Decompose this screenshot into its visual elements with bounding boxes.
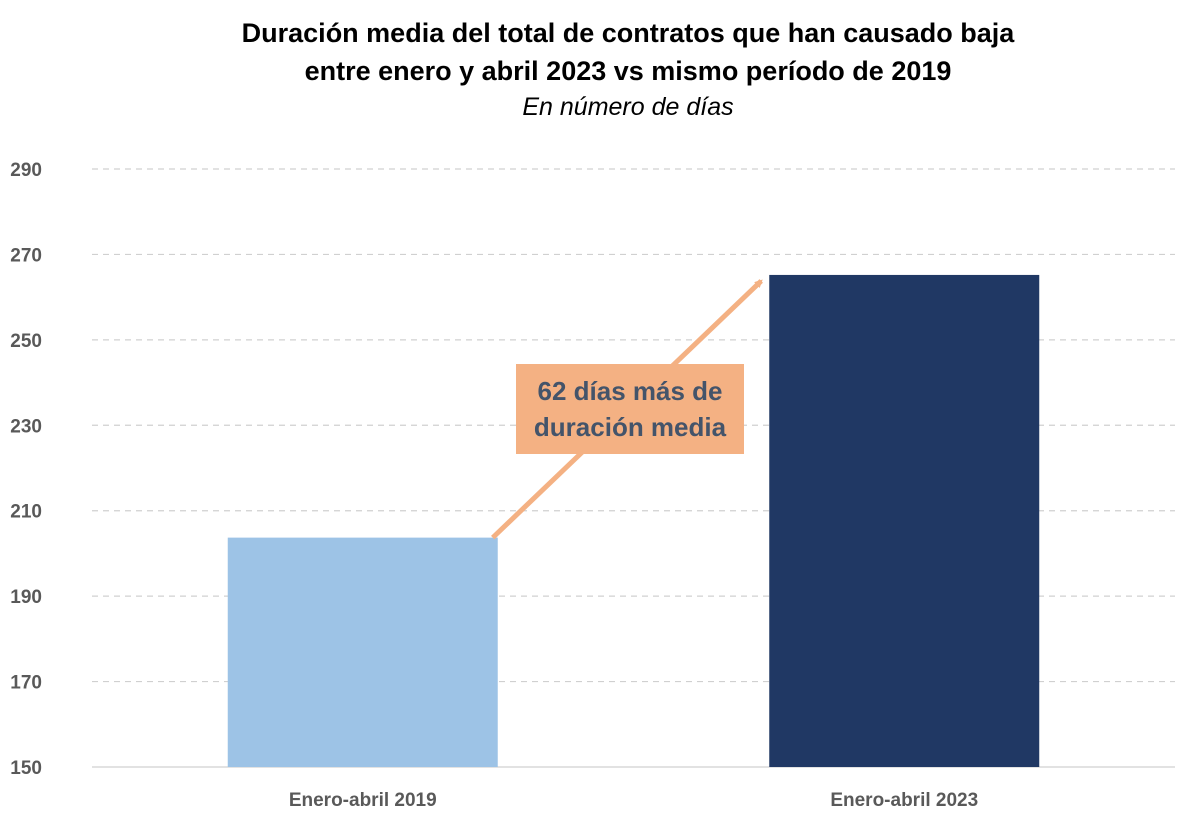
bar-1 — [227, 537, 498, 767]
y-tick-label: 190 — [10, 587, 42, 608]
y-tick-label: 230 — [10, 416, 42, 437]
y-tick-label: 170 — [10, 673, 42, 694]
chart-subtitle: En número de días — [522, 93, 734, 121]
y-tick-label: 270 — [10, 245, 42, 266]
annotation-box: 62 días más de duración media — [516, 364, 744, 454]
x-axis-labels: Enero-abril 2019 Enero-abril 2023 — [289, 790, 978, 811]
x-category-label: Enero-abril 2023 — [830, 790, 978, 811]
bar-2 — [769, 274, 1040, 767]
y-tick-label: 150 — [10, 758, 42, 779]
annotation-line1: 62 días más de — [537, 376, 723, 406]
y-tick-label: 250 — [10, 331, 42, 352]
bars — [227, 274, 1040, 767]
chart-title-block: Duración media del total de contratos qu… — [0, 14, 1200, 124]
y-tick-label: 210 — [10, 502, 42, 523]
annotation-text: 62 días más de duración media — [534, 373, 726, 445]
y-tick-label: 290 — [10, 160, 42, 181]
annotation-line2: duración media — [533, 412, 727, 442]
y-axis-ticks: 150 170 190 210 230 250 270 290 — [10, 160, 42, 779]
x-category-label: Enero-abril 2019 — [289, 790, 437, 811]
chart-title-line2: entre enero y abril 2023 vs mismo períod… — [304, 56, 952, 86]
chart-title-line1: Duración media del total de contratos qu… — [241, 18, 1015, 48]
